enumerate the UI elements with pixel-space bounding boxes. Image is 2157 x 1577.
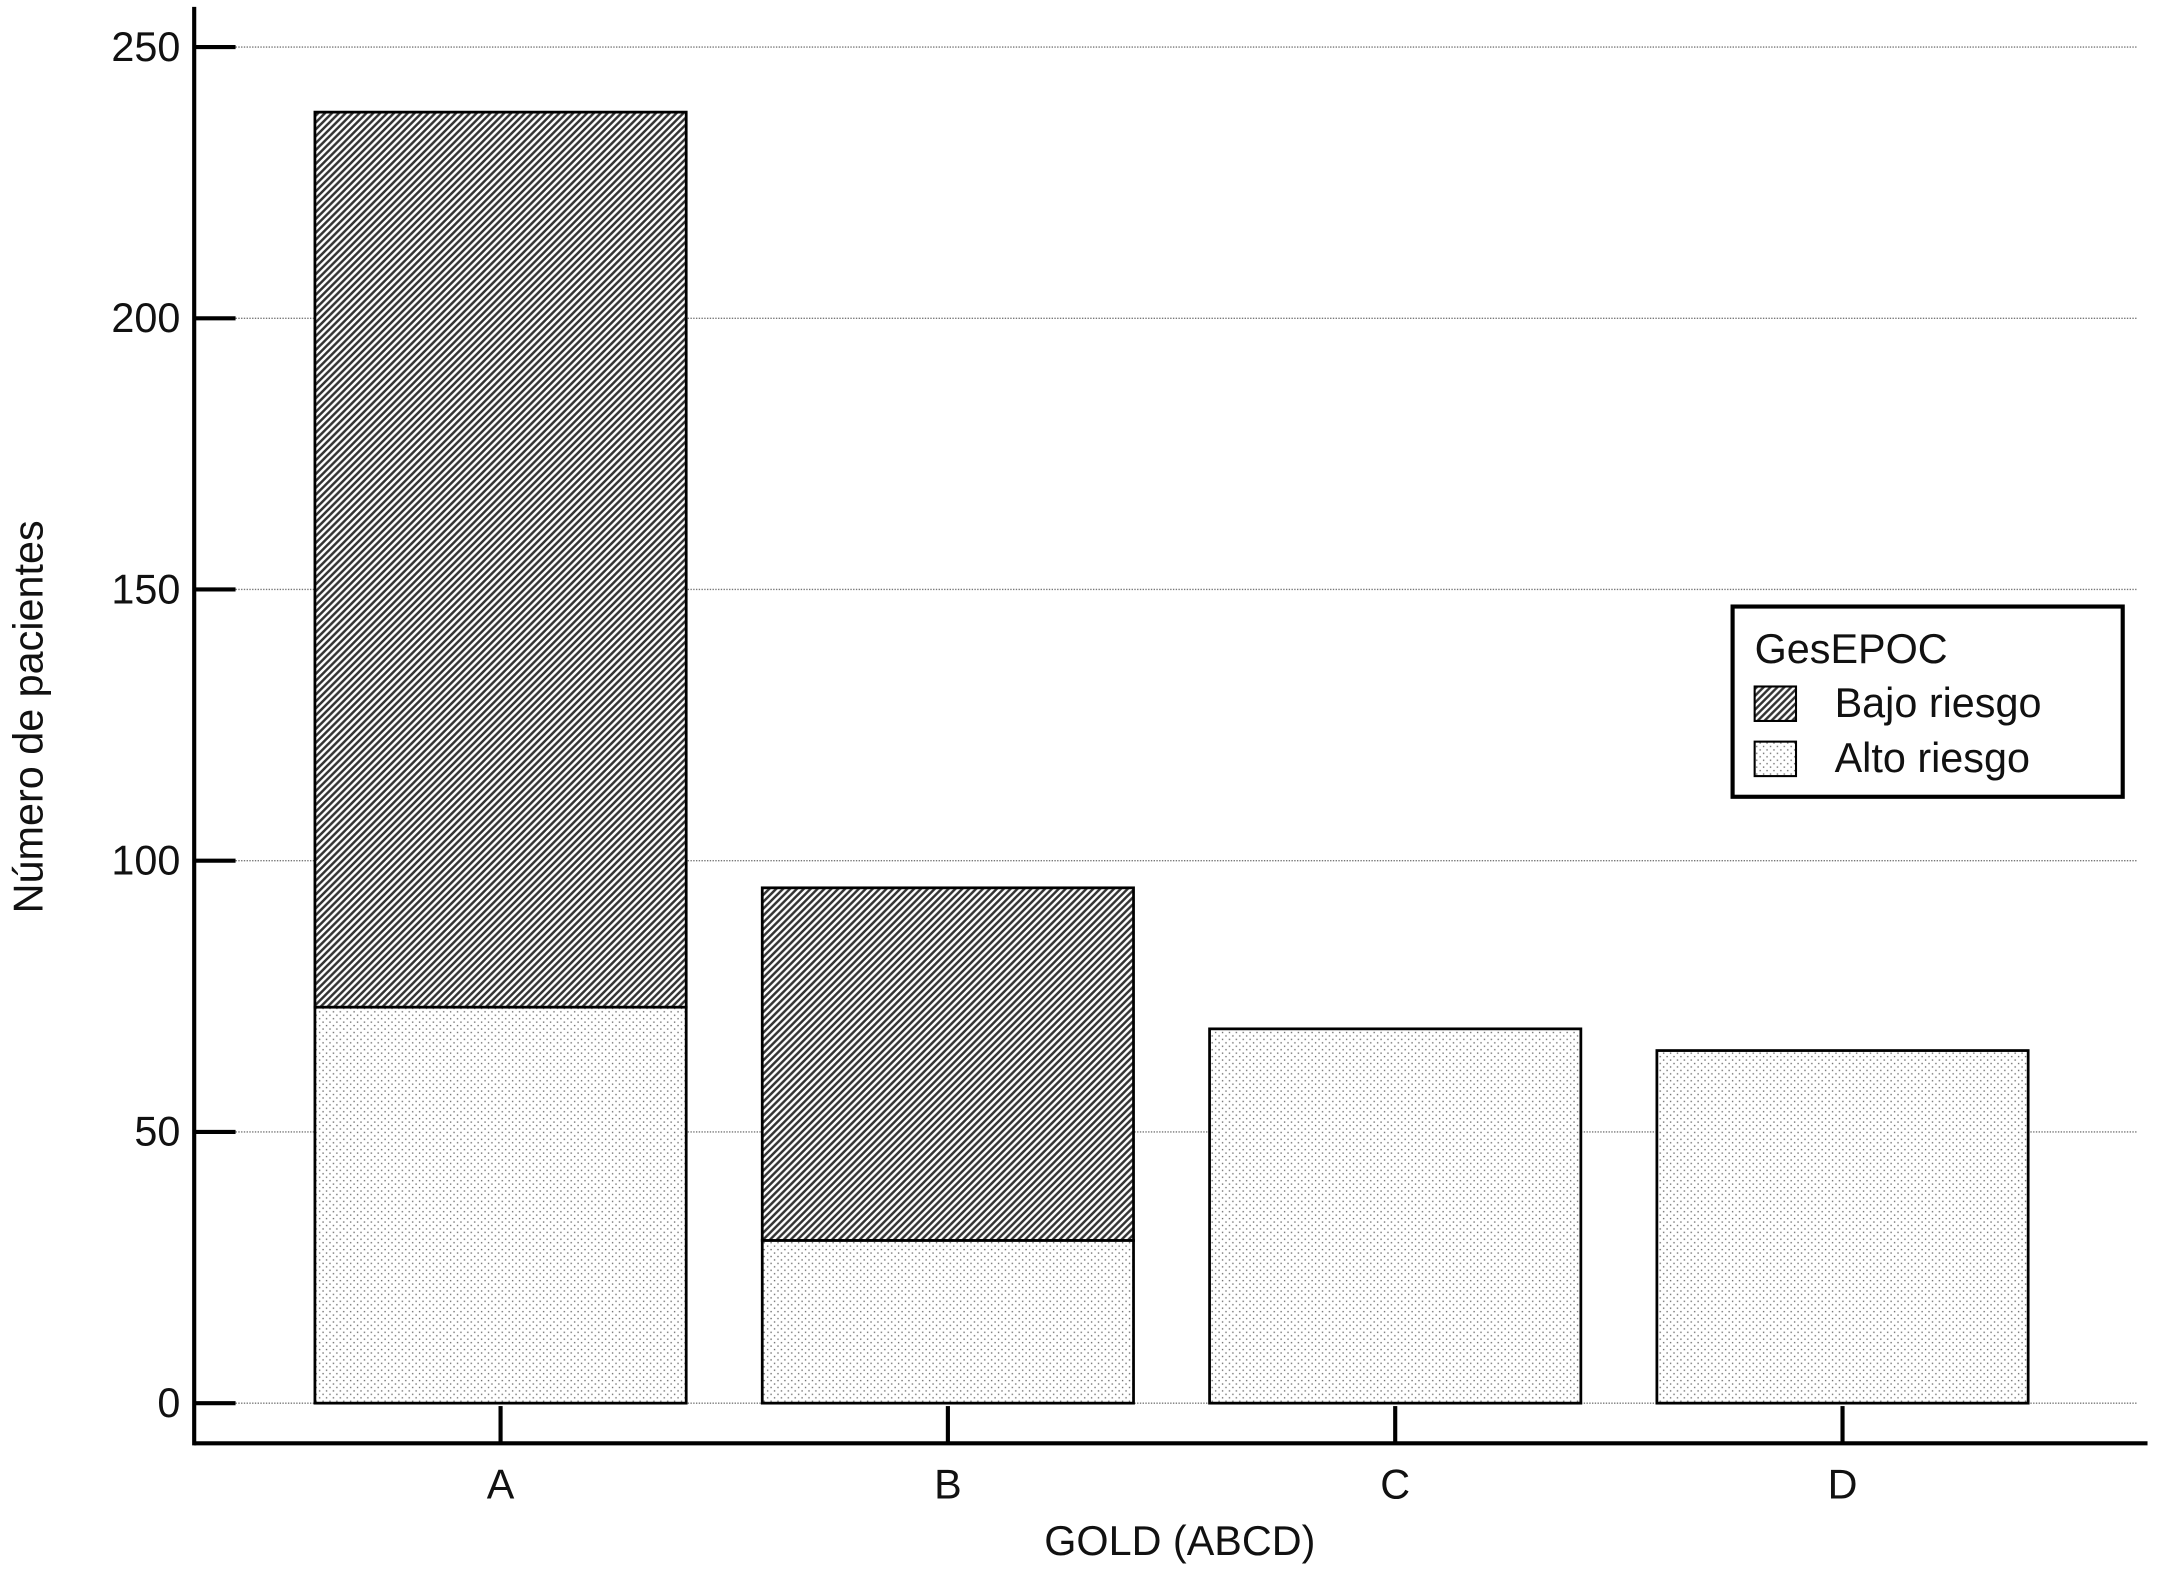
y-tick-label: 150 bbox=[111, 566, 180, 612]
legend-label: Alto riesgo bbox=[1835, 735, 2030, 781]
y-tick-label: 200 bbox=[111, 295, 180, 341]
x-tick-label: B bbox=[934, 1461, 962, 1507]
y-tick-label: 100 bbox=[111, 837, 180, 883]
bar-segment bbox=[1655, 1049, 2030, 1405]
legend-box bbox=[1730, 604, 2125, 799]
bar-segment bbox=[760, 886, 1135, 1242]
x-tick-label: C bbox=[1380, 1461, 1410, 1507]
legend-label: Bajo riesgo bbox=[1835, 680, 2042, 726]
y-tick-label: 50 bbox=[134, 1109, 180, 1155]
y-tick-label: 0 bbox=[157, 1380, 180, 1426]
x-axis-label: GOLD (ABCD) bbox=[1044, 1518, 1315, 1564]
y-tick-label: 250 bbox=[111, 24, 180, 70]
y-axis-label: Número de pacientes bbox=[6, 520, 52, 913]
legend-title: GesEPOC bbox=[1755, 626, 1948, 672]
bar-segment bbox=[760, 1239, 1135, 1405]
legend-swatch bbox=[1753, 685, 1798, 722]
x-tick-label: A bbox=[487, 1461, 515, 1507]
bar-segment bbox=[313, 1005, 688, 1405]
bar-segment bbox=[313, 110, 688, 1009]
legend-swatch bbox=[1753, 740, 1798, 778]
bar-segment bbox=[1208, 1027, 1583, 1405]
x-tick-label: D bbox=[1828, 1461, 1858, 1507]
